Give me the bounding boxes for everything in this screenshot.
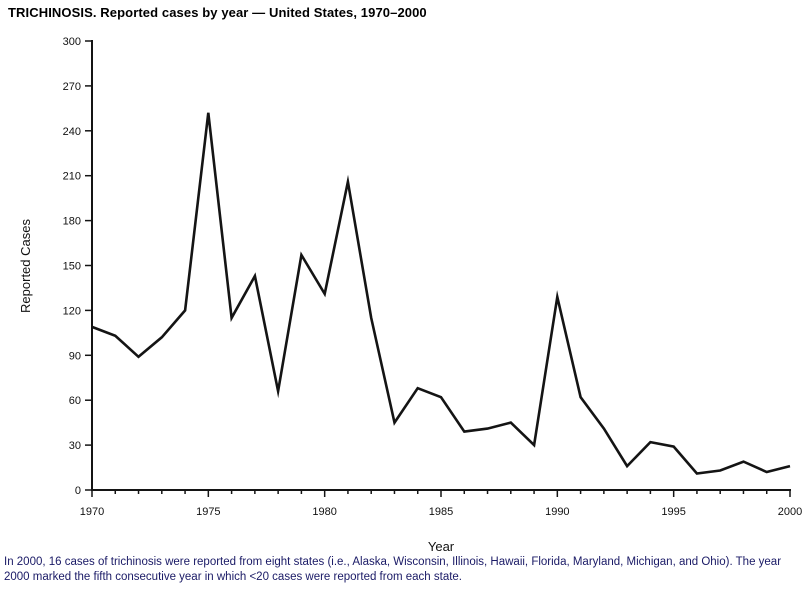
x-tick-label: 1975 (196, 506, 220, 518)
y-tick-label: 150 (63, 261, 81, 273)
x-axis-title: Year (428, 539, 455, 554)
y-tick-label: 180 (63, 216, 81, 228)
x-tick-label: 1985 (429, 506, 453, 518)
x-tick-label: 2000 (778, 506, 802, 518)
y-tick-label: 300 (63, 36, 81, 48)
y-tick-label: 210 (63, 171, 81, 183)
y-tick-label: 120 (63, 305, 81, 317)
x-tick-label: 1980 (312, 506, 336, 518)
reported-cases-data-line (91, 112, 791, 475)
y-tick-label: 60 (69, 395, 81, 407)
y-tick-label: 270 (63, 81, 81, 93)
chart-footnote: In 2000, 16 cases of trichinosis were re… (4, 556, 782, 583)
y-tick-label: 90 (69, 350, 81, 362)
y-tick-label: 30 (69, 440, 81, 452)
x-tick-label: 1990 (545, 506, 569, 518)
chart-title: TRICHINOSIS. Reported cases by year — Un… (8, 5, 427, 20)
y-tick-label: 0 (75, 485, 81, 497)
x-tick-label: 1970 (80, 506, 104, 518)
y-tick-label: 240 (63, 126, 81, 138)
x-tick-label: 1995 (661, 506, 685, 518)
y-axis-title: Reported Cases (18, 219, 33, 313)
